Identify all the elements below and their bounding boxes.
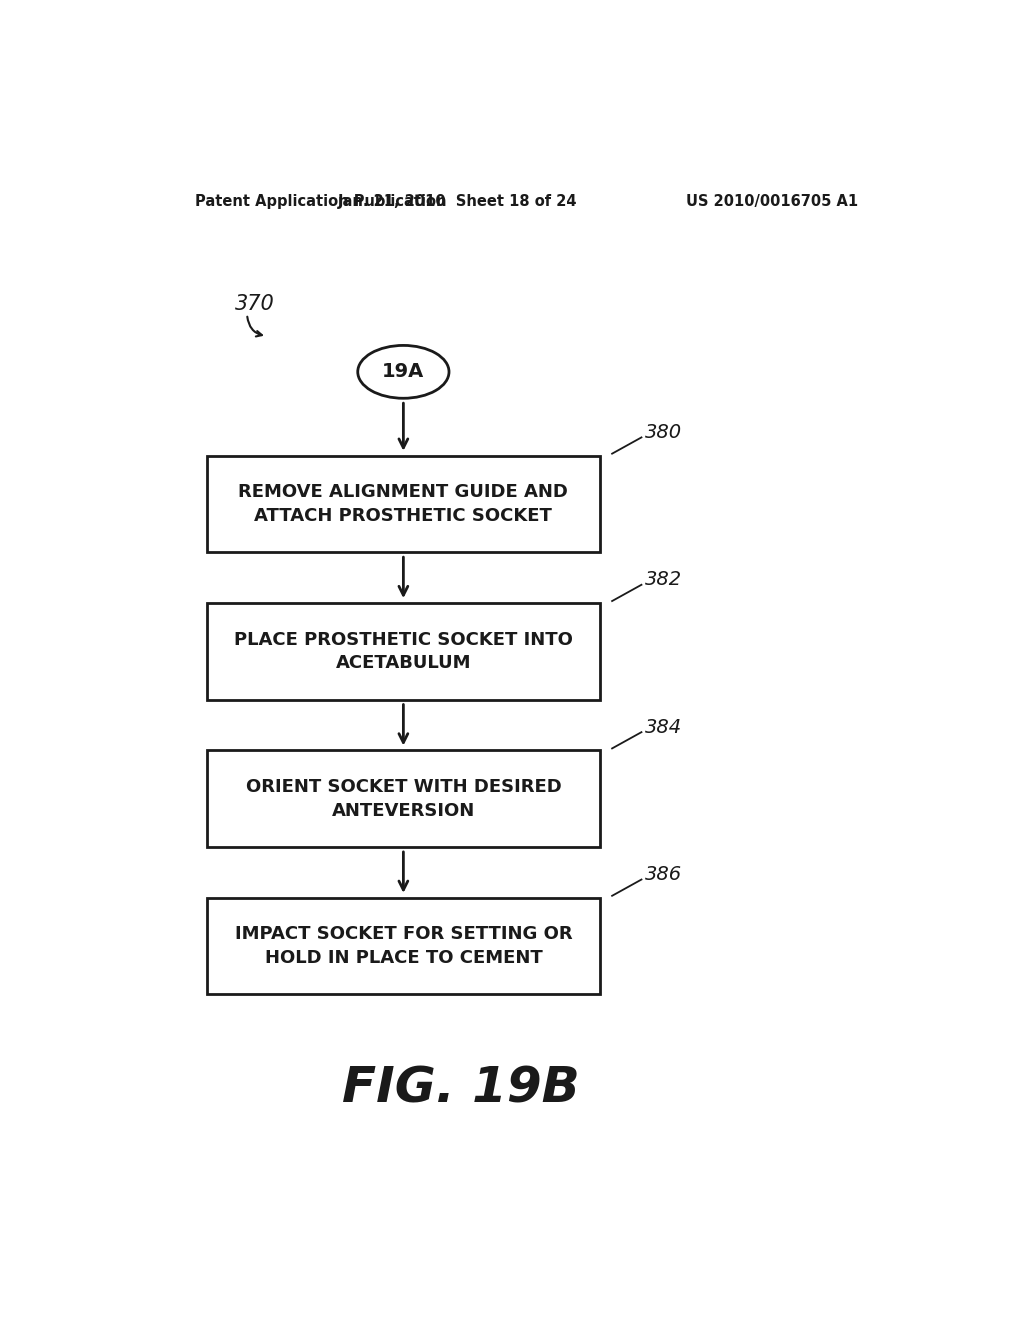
FancyBboxPatch shape: [207, 455, 600, 552]
Text: Jan. 21, 2010  Sheet 18 of 24: Jan. 21, 2010 Sheet 18 of 24: [338, 194, 578, 209]
Text: FIG. 19B: FIG. 19B: [342, 1064, 581, 1113]
Text: PLACE PROSTHETIC SOCKET INTO
ACETABULUM: PLACE PROSTHETIC SOCKET INTO ACETABULUM: [233, 631, 572, 672]
FancyBboxPatch shape: [207, 751, 600, 847]
Text: 380: 380: [645, 422, 683, 442]
Text: US 2010/0016705 A1: US 2010/0016705 A1: [686, 194, 858, 209]
Text: 382: 382: [645, 570, 683, 589]
Text: 384: 384: [645, 718, 683, 737]
Text: 370: 370: [236, 294, 274, 314]
Text: REMOVE ALIGNMENT GUIDE AND
ATTACH PROSTHETIC SOCKET: REMOVE ALIGNMENT GUIDE AND ATTACH PROSTH…: [239, 483, 568, 525]
Text: 19A: 19A: [382, 363, 425, 381]
Text: 386: 386: [645, 865, 683, 884]
Text: IMPACT SOCKET FOR SETTING OR
HOLD IN PLACE TO CEMENT: IMPACT SOCKET FOR SETTING OR HOLD IN PLA…: [234, 925, 572, 968]
Text: Patent Application Publication: Patent Application Publication: [196, 194, 446, 209]
Text: ORIENT SOCKET WITH DESIRED
ANTEVERSION: ORIENT SOCKET WITH DESIRED ANTEVERSION: [246, 777, 561, 820]
FancyBboxPatch shape: [207, 898, 600, 994]
FancyBboxPatch shape: [207, 603, 600, 700]
